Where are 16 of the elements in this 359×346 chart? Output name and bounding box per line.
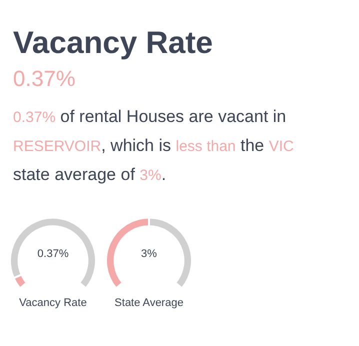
text: , which is bbox=[101, 136, 172, 155]
text: of rental Houses are vacant in bbox=[59, 107, 286, 126]
text: 0.37% bbox=[37, 248, 69, 260]
text: RESERVOIR bbox=[13, 138, 102, 155]
text: VIC bbox=[268, 138, 294, 155]
text: less than bbox=[176, 138, 236, 155]
text: the bbox=[240, 136, 266, 155]
text: Vacancy Rate bbox=[13, 24, 214, 62]
text: . bbox=[161, 165, 166, 184]
text: 3% bbox=[140, 167, 162, 184]
text: 0.37% bbox=[13, 109, 56, 126]
text: 3% bbox=[141, 248, 158, 260]
text: State Average bbox=[114, 297, 184, 309]
text: Vacancy Rate bbox=[19, 297, 87, 309]
text: 0.37% bbox=[13, 65, 76, 93]
text: state average of bbox=[13, 165, 136, 184]
